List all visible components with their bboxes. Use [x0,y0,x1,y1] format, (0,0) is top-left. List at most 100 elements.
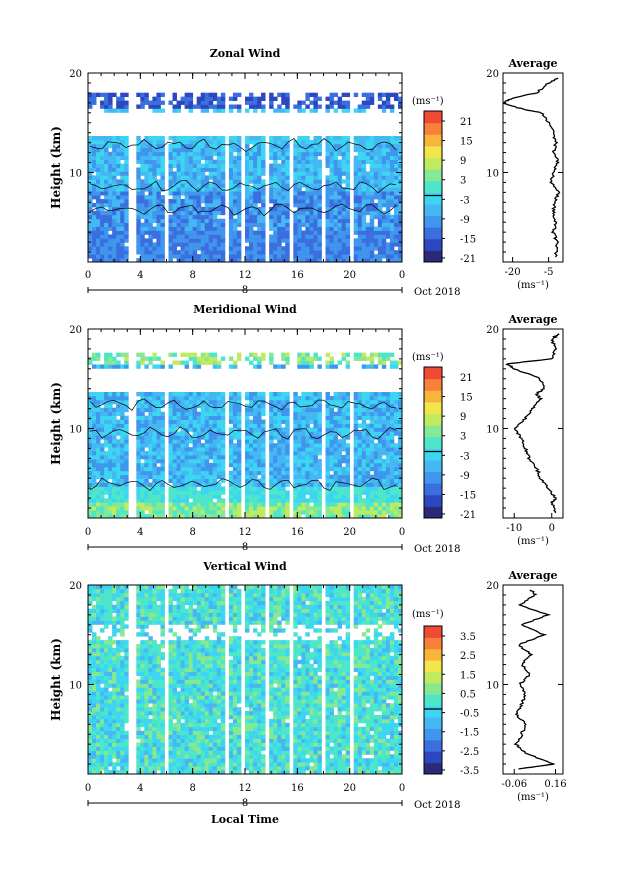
heatmap-cell [144,486,149,491]
heatmap-cell [377,356,383,361]
heatmap-cell [208,250,214,255]
heatmap-cell [120,191,125,196]
heatmap-cell [184,163,190,168]
heatmap-cell [112,455,117,460]
heatmap-cell [116,466,121,472]
heatmap-cell [204,458,210,464]
heatmap-cell [325,214,330,220]
heatmap-cell [232,230,238,235]
heatmap-cell [184,143,190,149]
heatmap-cell [329,498,334,503]
heatmap-cell [216,510,222,515]
heatmap-cell [180,202,186,208]
heatmap-cell [112,195,117,200]
heatmap-cell [96,443,101,448]
heatmap-cell [257,250,262,255]
heatmap-cell [261,171,266,176]
heatmap-cell [208,195,214,200]
heatmap-cell [297,443,302,448]
heatmap-cell [200,502,206,507]
heatmap-cell [365,139,371,145]
heatmap-cell [333,498,338,503]
heatmap-cell [309,92,314,98]
heatmap-cell [317,403,322,409]
heatmap-cell [204,250,210,255]
heatmap-cell [104,155,109,161]
heatmap-cell [345,407,351,413]
heatmap-cell [373,206,379,212]
heatmap-cell [228,108,234,113]
heatmap-cell [373,136,379,141]
heatmap-cell [188,486,194,491]
heatmap-cell [216,226,222,231]
heatmap-cell [249,139,254,145]
heatmap-cell [353,423,359,428]
heatmap-cell [261,96,266,101]
heatmap-cell [100,427,105,432]
heatmap-cell [397,399,403,405]
date-tick-label: 8 [242,285,248,296]
heatmap-cell [168,246,173,251]
heatmap-cell [108,411,113,417]
heatmap-cell [393,423,399,428]
heatmap-cell [216,435,222,440]
heatmap-cell [297,242,302,247]
heatmap-cell [96,455,101,460]
heatmap-cell [361,427,367,432]
heatmap-cell [389,407,395,413]
heatmap-cell [369,478,375,483]
heatmap-cell [180,151,186,157]
heatmap-cell [389,510,395,515]
heatmap-cell [124,447,129,452]
heatmap-cell [357,104,363,109]
heatmap-cell [140,151,145,157]
heatmap-cell [120,439,125,444]
heatmap-cell [357,455,363,460]
heatmap-cell [361,163,367,168]
heatmap-cell [341,502,347,507]
heatmap-cell [108,96,113,101]
heatmap-cell [184,427,190,432]
heatmap-cell [152,96,157,101]
heatmap-cell [389,226,395,231]
heatmap-cell [112,392,117,397]
heatmap-cell [325,403,330,409]
heatmap-cell [245,222,250,227]
heatmap-cell [160,395,165,401]
heatmap-cell [297,222,302,227]
heatmap-cell [156,226,161,231]
heatmap-cell [96,92,101,98]
heatmap-cell [148,254,153,259]
heatmap-cell [120,183,125,188]
heatmap-cell [273,451,278,456]
heatmap-cell [393,490,399,495]
heatmap-cell [104,96,109,101]
heatmap-cell [361,470,367,476]
heatmap-cell [285,466,290,472]
heatmap-cell [329,360,334,365]
heatmap-cell [176,214,181,220]
heatmap-cell [325,482,330,487]
heatmap-cell [208,214,214,220]
heatmap-cell [112,435,117,440]
heatmap-cell [249,214,254,220]
heatmap-cell [88,392,93,397]
heatmap-cell [88,474,93,480]
heatmap-cell [389,427,395,432]
heatmap-cell [228,179,234,184]
heatmap-cell [116,171,121,176]
heatmap-cell [397,199,403,204]
heatmap-cell [365,502,371,507]
colorbar-segment [424,401,442,414]
heatmap-cell [345,183,351,188]
heatmap-cell [232,155,238,161]
heatmap-cell [285,482,290,487]
heatmap-cell [112,506,117,511]
heatmap-cell [192,202,198,208]
heatmap-cell [261,155,266,161]
heatmap-cell [369,151,375,157]
heatmap-cell [124,159,129,164]
heatmap-cell [148,395,153,401]
heatmap-cell [204,419,210,424]
heatmap-cell [152,159,157,164]
